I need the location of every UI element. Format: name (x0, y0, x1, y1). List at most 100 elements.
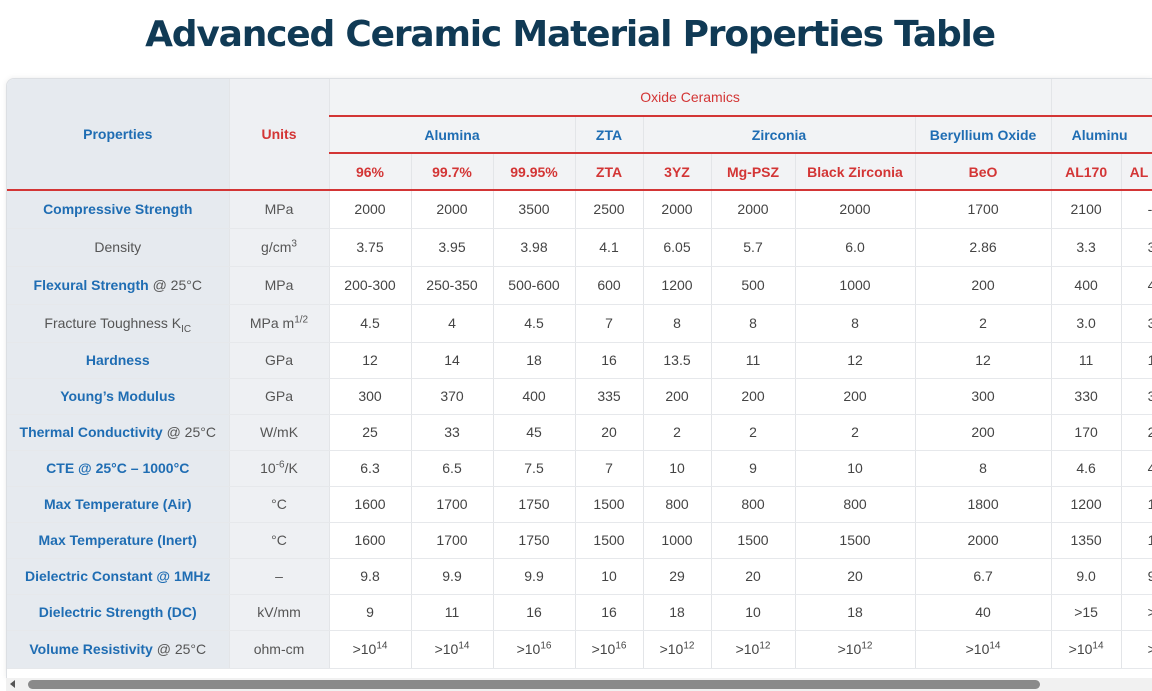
table-row: Fracture Toughness KIC MPa m1/2 4.5 4 4.5 7 8 8… (7, 304, 1152, 343)
horizontal-scrollbar[interactable] (6, 678, 1152, 691)
value-cell: 1500 (795, 522, 916, 559)
property-name-cell: Fracture Toughness KIC (7, 304, 230, 343)
grade-header: Mg-PSZ (711, 153, 796, 191)
value-cell: 6.3 (329, 450, 412, 487)
value-cell: 8 (643, 304, 712, 343)
value-cell: 200 (915, 266, 1052, 305)
value-cell: 1700 (411, 486, 494, 523)
value-cell: 8 (915, 450, 1052, 487)
value-exponent: 12 (683, 640, 695, 652)
unit-cell: g/cm3 (229, 228, 330, 267)
family-header-zta: ZTA (575, 116, 644, 154)
unit-base: 10 (260, 460, 276, 476)
grade-header: BeO (915, 153, 1052, 191)
unit-base: g/cm (261, 239, 292, 255)
value-cell: 1350 (1051, 522, 1122, 559)
grade-header: AL170 (1051, 153, 1122, 191)
value-cell: 45 (493, 414, 576, 451)
table-row: Compressive Strength MPa 2000 2000 3500 2500 2… (7, 190, 1152, 229)
value-cell: 500 (711, 266, 796, 305)
unit-exponent: 1/2 (294, 314, 309, 326)
unit-cell: MPa m1/2 (229, 304, 330, 343)
value-cell: 4 (411, 304, 494, 343)
value-exponent: 14 (1092, 640, 1104, 652)
value-cell: 170 (1051, 414, 1122, 451)
value-cell: 11 (411, 594, 494, 631)
value-cell: 335 (575, 378, 644, 415)
value-cell: 1750 (493, 522, 576, 559)
unit-cell: ohm-cm (229, 630, 330, 669)
value-cell: 2000 (329, 190, 412, 229)
unit-cell: 10-6/K (229, 450, 330, 487)
value-cell: 7 (575, 304, 644, 343)
value-cell: 2 (795, 414, 916, 451)
value-exponent: 12 (861, 640, 873, 652)
value-cell: 3 (1121, 304, 1152, 343)
value-cell: 2000 (711, 190, 796, 229)
unit-text: kV/mm (257, 604, 301, 620)
property-name-cell: Hardness (7, 342, 230, 379)
unit-cell: – (229, 558, 330, 595)
value-cell: 9 (1121, 558, 1152, 595)
value-cell: 8 (711, 304, 796, 343)
value-cell: >1014 (1051, 630, 1122, 669)
value-cell: 300 (329, 378, 412, 415)
value-cell: 40 (915, 594, 1052, 631)
properties-table: Properties Units Oxide Ceramics Alumina … (7, 79, 1152, 669)
value-exponent: 14 (376, 640, 388, 652)
family-header-alumina: Alumina (329, 116, 576, 154)
value-cell: 3.75 (329, 228, 412, 267)
value-cell: 2 (711, 414, 796, 451)
value-cell: 6.0 (795, 228, 916, 267)
property-note: @ 25°C (152, 277, 202, 293)
value-cell: 800 (795, 486, 916, 523)
property-name-cell: Max Temperature (Inert) (7, 522, 230, 559)
value-cell: 2 (915, 304, 1052, 343)
value-base: >10 (659, 641, 684, 657)
unit-text: GPa (264, 388, 293, 404)
value-cell: 10 (711, 594, 796, 631)
table-row: Dielectric Strength (DC) kV/mm 9 11 16 16 18 10… (7, 594, 1152, 631)
value-cell: 330 (1051, 378, 1122, 415)
property-name-cell: Compressive Strength (7, 190, 230, 229)
property-name: Hardness (85, 352, 150, 368)
value-base: >10 (1068, 641, 1093, 657)
value-cell: 3.95 (411, 228, 494, 267)
property-name: Young’s Modulus (60, 388, 176, 404)
table-row: Dielectric Constant @ 1MHz –9.8 9.9 9.9 10 29… (7, 558, 1152, 595)
value-cell: 12 (329, 342, 412, 379)
grade-header: 3YZ (643, 153, 712, 191)
unit-text: °C (271, 532, 287, 548)
value-cell: 400 (493, 378, 576, 415)
value-cell: 1000 (795, 266, 916, 305)
value-cell: 300 (915, 378, 1052, 415)
property-name: Volume Resistivity (29, 641, 153, 657)
value-cell: 1600 (329, 486, 412, 523)
value-cell: 3.3 (1051, 228, 1122, 267)
value-base: >10 (965, 641, 990, 657)
table-row: Young’s Modulus GPa 300 370 400 335 200 200 200 3… (7, 378, 1152, 415)
scroll-left-arrow-icon[interactable] (10, 680, 15, 688)
value-base: >10 (591, 641, 616, 657)
value-cell: 33 (411, 414, 494, 451)
value-cell: 1500 (711, 522, 796, 559)
properties-table-container[interactable]: Properties Units Oxide Ceramics Alumina … (6, 78, 1152, 678)
value-cell: 6.5 (411, 450, 494, 487)
unit-text: GPa (264, 352, 293, 368)
property-name: Max Temperature (Air) (43, 496, 192, 512)
property-name-cell: CTE @ 25°C – 1000°C (7, 450, 230, 487)
scrollbar-thumb[interactable] (28, 680, 1040, 689)
group-header-continued (1051, 79, 1152, 117)
value-cell: 400 (1051, 266, 1122, 305)
value-cell: 11 (1051, 342, 1122, 379)
value-cell: 4 (1121, 266, 1152, 305)
value-cell: 1 (1121, 342, 1152, 379)
value-cell: 1800 (915, 486, 1052, 523)
unit-suffix: /K (284, 460, 298, 476)
value-exponent: 12 (759, 640, 771, 652)
property-name-cell: Dielectric Strength (DC) (7, 594, 230, 631)
units-header: Units (229, 79, 330, 191)
value-cell: 600 (575, 266, 644, 305)
value-cell: 4 (1121, 450, 1152, 487)
unit-text: – (275, 568, 283, 584)
